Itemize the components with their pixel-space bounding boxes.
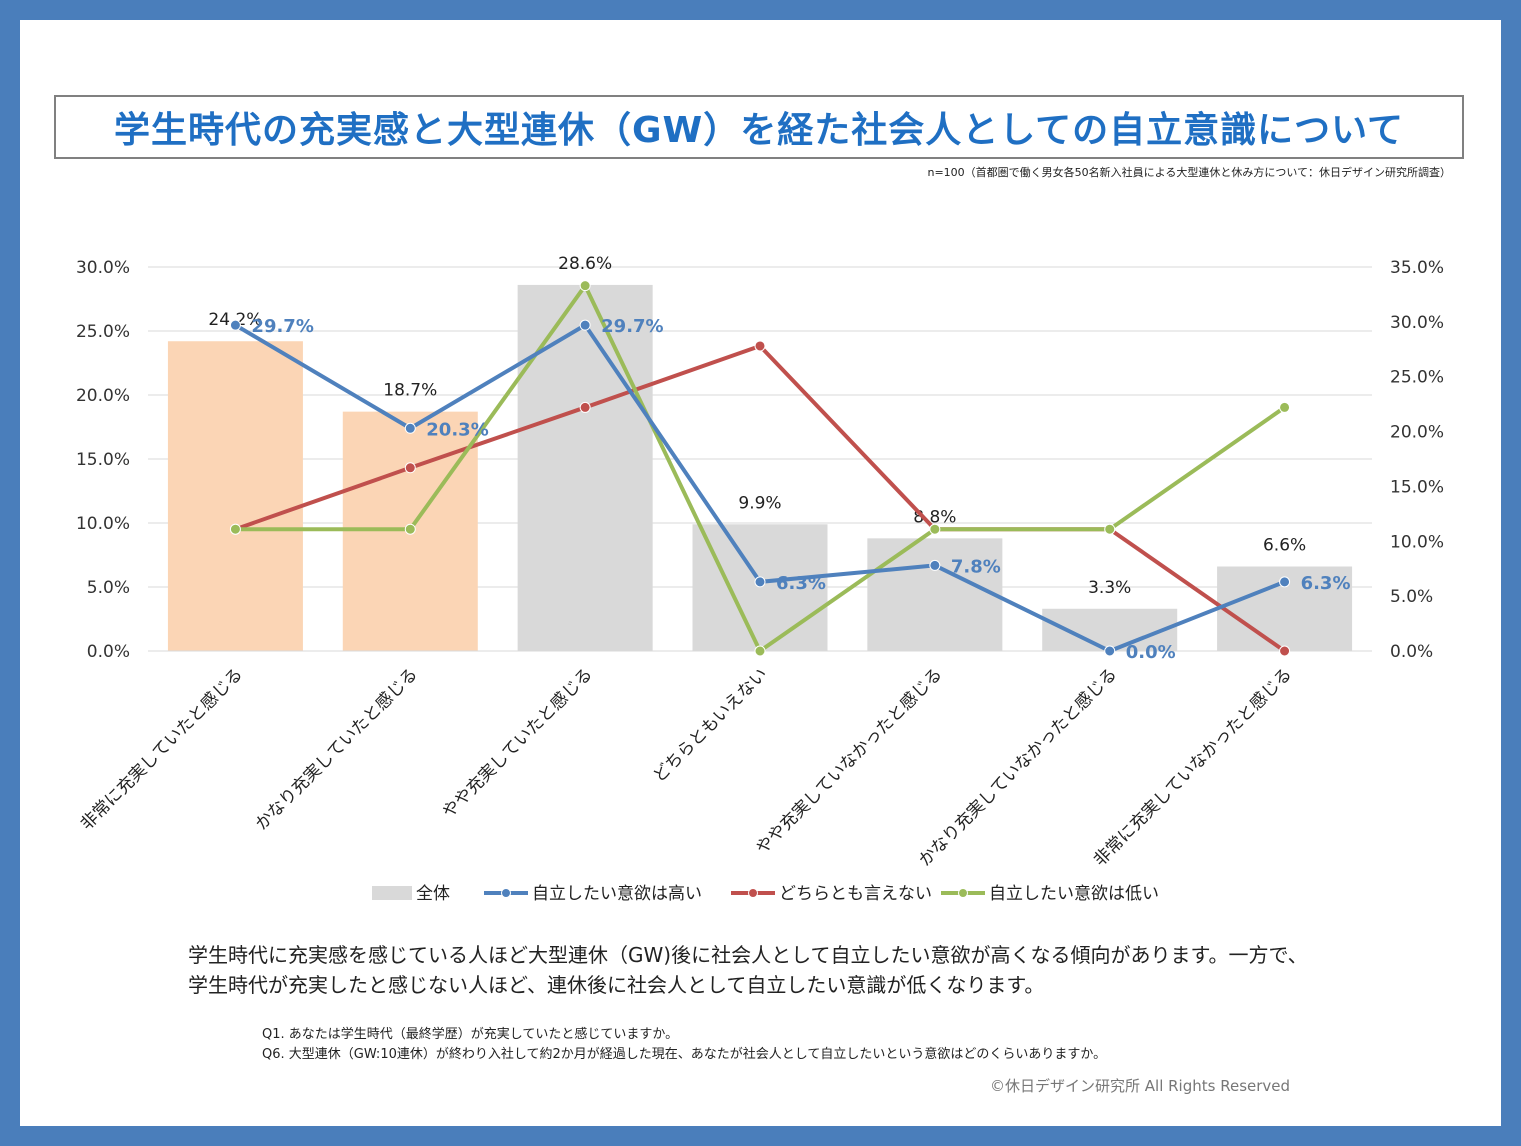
line-data-label: 6.3% [1301,573,1351,594]
y-left-tick-label: 0.0% [87,642,130,662]
bar [517,284,653,651]
y-left-tick-label: 10.0% [76,514,130,534]
summary-text: 学生時代に充実感を感じている人ほど大型連休（GW)後に社会人として自立したい意欲… [188,943,1308,997]
copyright: ©休日デザイン研究所 All Rights Reserved [990,1077,1291,1095]
bar-data-label: 9.9% [738,493,781,513]
series-point [1279,401,1291,413]
x-category-label: 非常に充実していなかったと感じる [1090,664,1296,870]
bar-data-label: 28.6% [558,254,612,274]
legend-label: どちらとも言えない [779,884,932,904]
bar-data-label: 8.8% [913,507,956,527]
question-q1: Q1. あなたは学生時代（最終学歴）が充実していたと感じていますか。 [262,1027,679,1042]
series-point [929,559,941,571]
y-left-tick-label: 5.0% [87,578,130,598]
x-category-label: やや充実していなかったと感じる [752,664,946,858]
bar-data-label: 6.6% [1263,536,1306,556]
y-right-tick-label: 5.0% [1390,587,1433,607]
x-category-label: かなり充実していたと感じる [252,664,422,834]
series-point [229,523,241,535]
y-right-tick-label: 25.0% [1390,368,1444,388]
series-point [1104,523,1116,535]
series-point [579,401,591,413]
series-point [579,319,591,331]
y-left-tick-label: 20.0% [76,386,130,406]
legend-label: 自立したい意欲は高い [532,884,702,904]
y-right-tick-label: 35.0% [1390,258,1444,278]
x-category-label: やや充実していたと感じる [439,664,597,822]
y-left-tick-label: 30.0% [76,258,130,278]
legend-swatch [372,886,412,900]
line-data-label: 0.0% [1126,642,1176,663]
series-point [754,340,766,352]
question-list: Q1. あなたは学生時代（最終学歴）が充実していたと感じていますか。 Q6. 大… [262,1025,1106,1065]
line-data-label: 7.8% [951,556,1001,577]
bar-data-label: 18.7% [383,381,437,401]
series-point [404,462,416,474]
y-left-tick-label: 25.0% [76,322,130,342]
series-point [579,280,591,292]
page-title: 学生時代の充実感と大型連休（GW）を経た社会人としての自立意識について [113,110,1405,151]
series-point [754,645,766,657]
y-right-tick-label: 30.0% [1390,313,1444,333]
y-right-tick-label: 15.0% [1390,477,1444,497]
legend-label: 全体 [416,884,450,904]
x-category-label: かなり充実していなかったと感じる [915,664,1121,870]
x-category-label: どちらともいえない [649,664,771,786]
series-point [404,422,416,434]
series-point [1279,576,1291,588]
line-data-label: 20.3% [426,419,488,440]
y-left-tick-label: 15.0% [76,450,130,470]
series-point [1104,645,1116,657]
title-box: 学生時代の充実感と大型連休（GW）を経た社会人としての自立意識について [54,95,1464,159]
legend-marker [748,888,758,898]
bar [692,524,828,651]
bar [167,341,303,651]
line-data-label: 29.7% [251,316,313,337]
x-category-label: 非常に充実していたと感じる [77,664,247,834]
y-right-tick-label: 20.0% [1390,423,1444,443]
series-point [1279,645,1291,657]
legend-marker [958,888,968,898]
y-right-tick-label: 10.0% [1390,532,1444,552]
bar [867,538,1003,651]
series-point [404,523,416,535]
series-point [229,319,241,331]
bar-data-label: 3.3% [1088,578,1131,598]
source-note: n=100（首都圏で働く男女各50名新入社員による大型連休と休み方について：休日… [927,166,1451,179]
line-data-label: 6.3% [776,573,826,594]
legend-marker [501,888,511,898]
legend-label: 自立したい意欲は低い [989,884,1159,904]
series-point [929,523,941,535]
question-q6: Q6. 大型連休（GW:10連休）が終わり入社して約2か月が経過した現在、あなた… [262,1047,1107,1062]
y-right-tick-label: 0.0% [1390,642,1433,662]
series-point [754,576,766,588]
line-data-label: 29.7% [601,316,663,337]
